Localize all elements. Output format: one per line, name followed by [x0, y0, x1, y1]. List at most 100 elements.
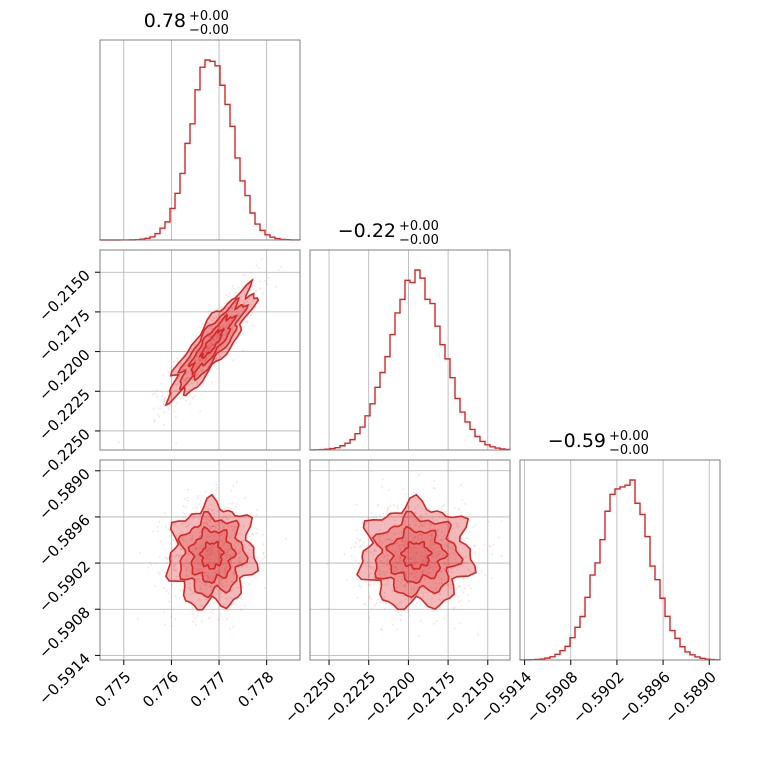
sample-point — [174, 389, 177, 392]
sample-point — [186, 362, 189, 365]
sample-point — [204, 490, 207, 493]
sample-point — [156, 395, 159, 398]
sample-point — [224, 569, 227, 572]
sample-point — [383, 608, 386, 611]
sample-point — [222, 544, 225, 547]
sample-point — [401, 515, 404, 518]
sample-point — [418, 525, 421, 528]
sample-point — [397, 604, 400, 607]
sample-point — [203, 562, 206, 565]
sample-point — [216, 307, 219, 310]
sample-point — [413, 563, 416, 566]
sample-point — [181, 586, 184, 589]
sample-point — [175, 402, 178, 405]
sample-point — [405, 573, 408, 576]
sample-point — [395, 628, 398, 631]
contour-line — [399, 540, 433, 570]
sample-point — [243, 303, 246, 306]
contour-line — [187, 525, 238, 585]
sample-point — [232, 566, 235, 569]
sample-point — [380, 628, 383, 631]
sample-point — [243, 325, 246, 328]
sample-point — [403, 585, 406, 588]
sample-point — [217, 321, 220, 324]
sample-point — [387, 538, 390, 541]
sample-point — [407, 576, 410, 579]
sample-point — [249, 555, 252, 558]
sample-point — [500, 520, 503, 523]
sample-point — [195, 366, 198, 369]
sample-point — [197, 363, 200, 366]
sample-point — [437, 528, 440, 531]
sample-point — [420, 570, 423, 573]
sample-point — [207, 554, 210, 557]
sample-point — [275, 285, 278, 288]
sample-point — [473, 544, 476, 547]
sample-point — [379, 535, 382, 538]
sample-point — [210, 585, 213, 588]
sample-point — [232, 553, 235, 556]
sample-point — [222, 571, 225, 574]
sample-point — [401, 578, 404, 581]
sample-point — [204, 553, 207, 556]
sample-point — [214, 532, 217, 535]
sample-point — [233, 343, 236, 346]
sample-point — [442, 517, 445, 520]
contour-fill — [178, 298, 248, 391]
sample-point — [412, 589, 415, 592]
sample-point — [196, 354, 199, 357]
sample-point — [394, 561, 397, 564]
sample-point — [233, 573, 236, 576]
sample-point — [154, 392, 157, 395]
sample-point — [402, 527, 405, 530]
sample-point — [207, 575, 210, 578]
sample-point — [172, 360, 175, 363]
sample-point — [199, 410, 202, 413]
sample-point — [225, 330, 228, 333]
sample-point — [226, 556, 229, 559]
histogram-panel-2 — [519, 459, 721, 661]
sample-point — [421, 523, 424, 526]
sample-point — [442, 544, 445, 547]
sample-point — [191, 610, 194, 613]
sample-point — [464, 587, 467, 590]
sample-point — [407, 610, 410, 613]
sample-point — [444, 543, 447, 546]
sample-point — [197, 554, 200, 557]
scatter-panel-2-1 — [309, 459, 511, 661]
sample-point — [237, 287, 240, 290]
sample-point — [458, 525, 461, 528]
sample-point — [225, 556, 228, 559]
sample-point — [399, 561, 402, 564]
sample-point — [214, 555, 217, 558]
sample-point — [414, 546, 417, 549]
sample-point — [487, 520, 490, 523]
sample-point — [430, 533, 433, 536]
sample-point — [445, 545, 448, 548]
sample-point — [440, 539, 443, 542]
sample-point — [443, 560, 446, 563]
sample-point — [237, 314, 240, 317]
sample-point — [181, 531, 184, 534]
sample-point — [410, 548, 413, 551]
sample-point — [397, 545, 400, 548]
sample-point — [452, 545, 455, 548]
sample-point — [192, 592, 195, 595]
sample-point — [177, 390, 180, 393]
sample-point — [220, 325, 223, 328]
sample-point — [202, 359, 205, 362]
sample-point — [208, 604, 211, 607]
sample-point — [205, 587, 208, 590]
sample-point — [228, 323, 231, 326]
sample-point — [413, 560, 416, 563]
sample-point — [433, 561, 436, 564]
sample-point — [219, 552, 222, 555]
sample-point — [456, 523, 459, 526]
sample-point — [223, 603, 226, 606]
sample-point — [194, 617, 197, 620]
sample-point — [209, 335, 212, 338]
sample-point — [160, 382, 163, 385]
sample-point — [204, 521, 207, 524]
sample-point — [373, 577, 376, 580]
sample-point — [244, 273, 247, 276]
